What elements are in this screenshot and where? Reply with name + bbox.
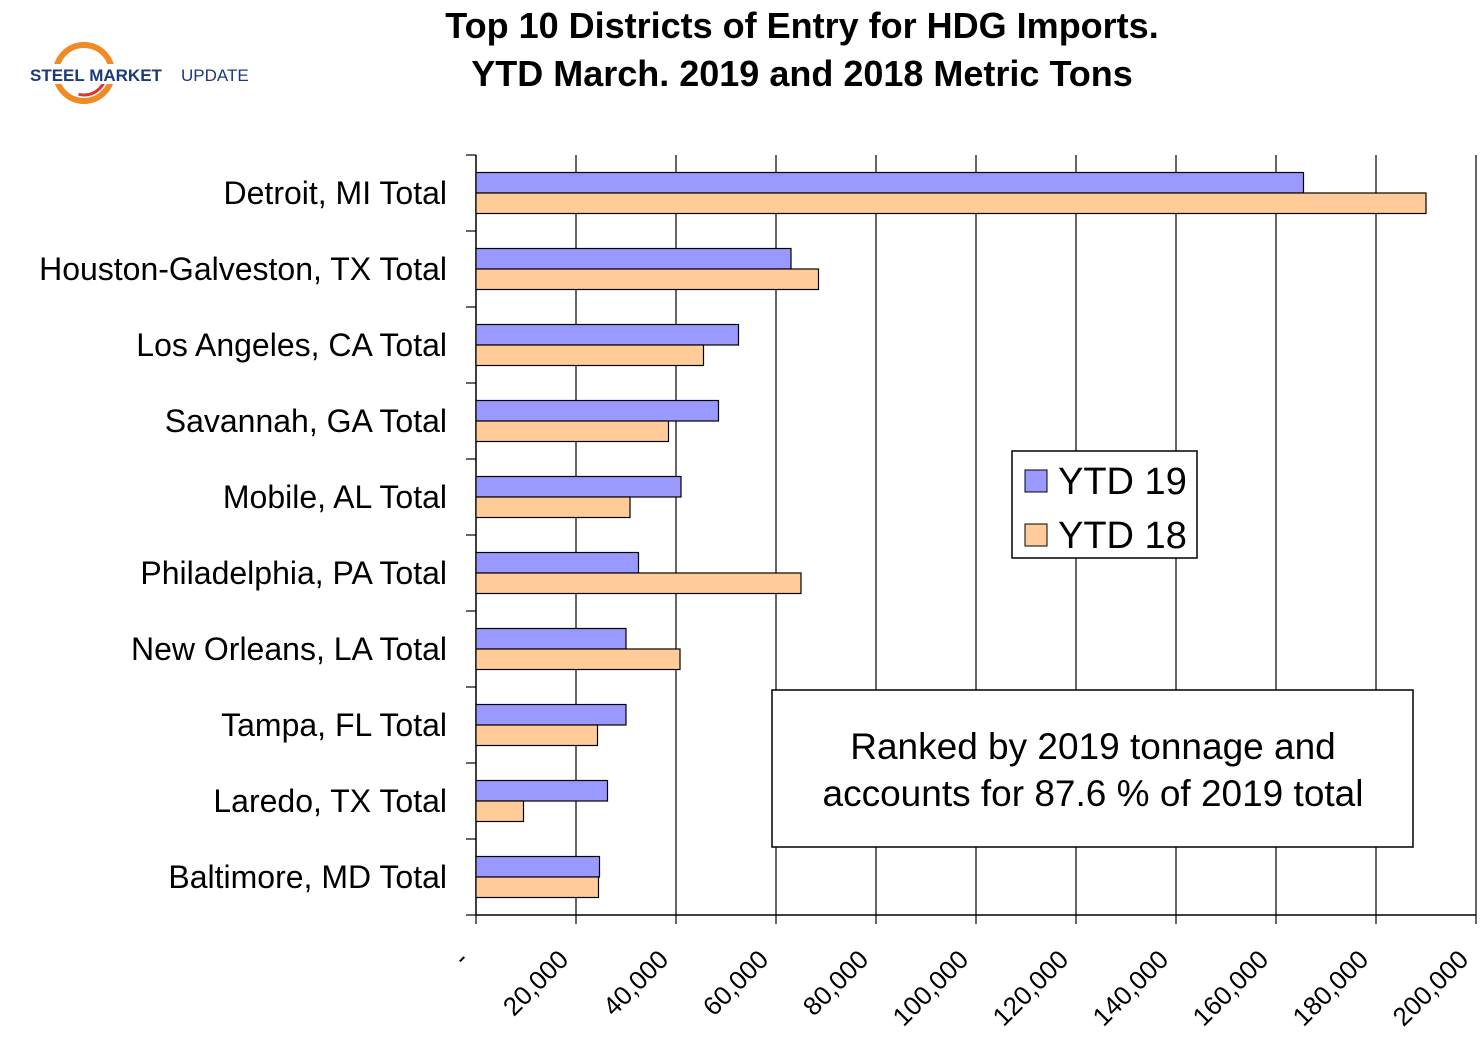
category-label-5: Philadelphia, PA Total xyxy=(140,555,447,591)
bar-ytd19-4 xyxy=(475,475,682,498)
category-label-3: Savannah, GA Total xyxy=(165,403,447,439)
bar-ytd18-3 xyxy=(475,420,670,443)
bar-ytd19-6 xyxy=(475,627,627,650)
x-tick-label-7: 140,000 xyxy=(1087,944,1175,1032)
steel-market-update-logo: STEEL MARKET UPDATE xyxy=(28,42,249,104)
logo-brand-light: UPDATE xyxy=(181,66,249,85)
x-tick-label-0: - xyxy=(447,944,474,971)
annotation-line-1: Ranked by 2019 tonnage and xyxy=(850,726,1336,767)
bar-ytd19-2 xyxy=(475,323,740,346)
x-tick-label-4: 80,000 xyxy=(797,944,874,1021)
bar-ytd18-5 xyxy=(475,572,802,595)
x-tick-label-8: 160,000 xyxy=(1187,944,1275,1032)
bar-ytd19-5 xyxy=(475,551,640,574)
chart-title-line-2: YTD March. 2019 and 2018 Metric Tons xyxy=(471,53,1133,94)
logo-brand-bold: STEEL MARKET xyxy=(30,66,163,85)
x-tick-label-9: 180,000 xyxy=(1287,944,1375,1032)
legend-swatch-ytd18 xyxy=(1024,523,1048,547)
x-tick-label-2: 40,000 xyxy=(597,944,674,1021)
annotation-line-2: accounts for 87.6 % of 2019 total xyxy=(823,773,1364,814)
bar-ytd19-7 xyxy=(475,703,627,726)
x-tick-label-1: 20,000 xyxy=(497,944,574,1021)
annotation: Ranked by 2019 tonnage and accounts for … xyxy=(771,689,1414,848)
x-tick-label-10: 200,000 xyxy=(1387,944,1475,1032)
legend-label-ytd18: YTD 18 xyxy=(1058,515,1187,557)
bar-ytd18-6 xyxy=(475,648,681,671)
bar-ytd18-0 xyxy=(475,192,1427,215)
category-label-4: Mobile, AL Total xyxy=(223,479,447,515)
category-label-9: Baltimore, MD Total xyxy=(168,859,447,895)
bar-ytd18-1 xyxy=(475,268,820,291)
bar-ytd18-7 xyxy=(475,724,599,747)
category-label-8: Laredo, TX Total xyxy=(213,783,447,819)
legend-swatch-ytd19 xyxy=(1024,469,1048,493)
bar-ytd19-3 xyxy=(475,399,720,422)
legend-label-ytd19: YTD 19 xyxy=(1058,461,1187,503)
category-label-2: Los Angeles, CA Total xyxy=(136,327,447,363)
bar-ytd19-1 xyxy=(475,247,792,270)
legend: YTD 19 YTD 18 xyxy=(1011,450,1198,559)
x-tick-label-6: 120,000 xyxy=(987,944,1075,1032)
bar-ytd18-9 xyxy=(475,876,600,899)
x-tick-label-5: 100,000 xyxy=(887,944,975,1032)
category-label-1: Houston-Galveston, TX Total xyxy=(39,251,447,287)
bar-ytd18-4 xyxy=(475,496,631,519)
bar-ytd19-0 xyxy=(475,171,1305,194)
bar-ytd19-8 xyxy=(475,779,609,802)
x-tick-labels: -20,000 40,000 60,000 80,000 100,000 120,000 1… xyxy=(447,944,1474,1032)
bar-ytd19-9 xyxy=(475,855,601,878)
logo-text-backdrop xyxy=(28,64,178,84)
bars xyxy=(475,171,1427,899)
annotation-box xyxy=(771,689,1414,848)
bar-ytd18-2 xyxy=(475,344,705,367)
category-label-0: Detroit, MI Total xyxy=(224,175,447,211)
category-labels: Detroit, MI Total Houston-Galveston, TX T… xyxy=(39,175,447,895)
category-label-6: New Orleans, LA Total xyxy=(131,631,447,667)
chart-title-line-1: Top 10 Districts of Entry for HDG Import… xyxy=(445,5,1158,46)
category-label-7: Tampa, FL Total xyxy=(221,707,447,743)
bar-ytd18-8 xyxy=(475,800,525,823)
x-tick-label-3: 60,000 xyxy=(697,944,774,1021)
